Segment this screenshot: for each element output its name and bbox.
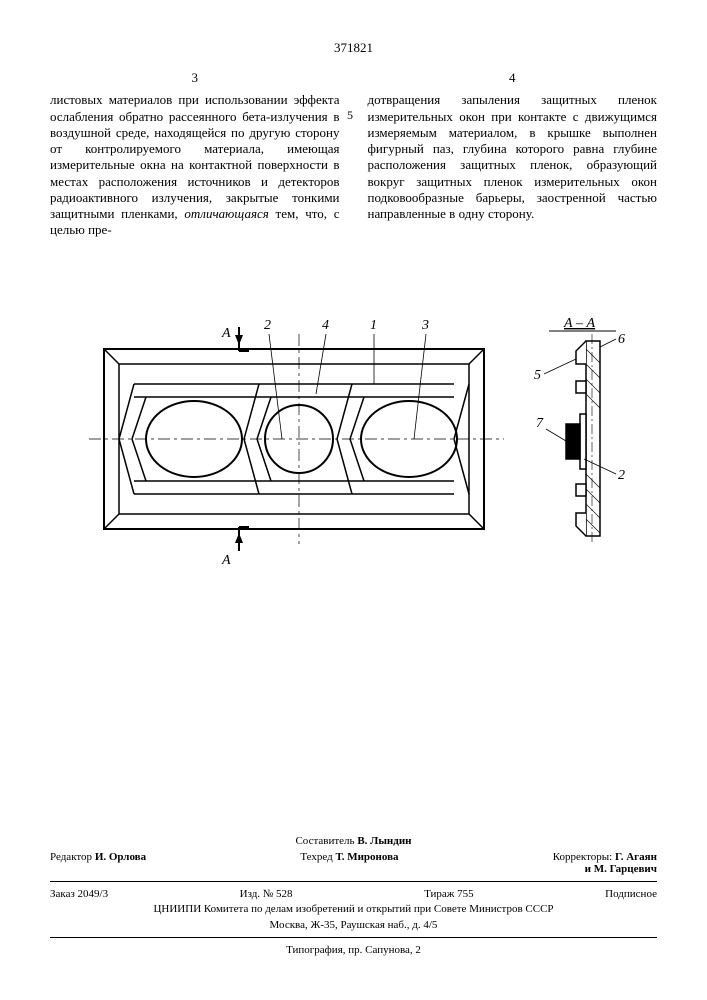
column-number-left: 3 [50, 70, 340, 86]
callout-7: 7 [536, 416, 544, 431]
margin-line-ref: 5 [347, 108, 353, 123]
section-label: А – А [563, 316, 596, 331]
callout-2: 2 [264, 318, 271, 333]
editor-label: Редактор [50, 851, 92, 863]
callout-6: 6 [618, 332, 625, 347]
section-view: А – А [534, 316, 625, 544]
callout-3: 3 [421, 318, 429, 333]
text-columns: 3 листовых материалов при использовании … [50, 70, 657, 239]
figure-svg: А А 2 4 1 3 [74, 289, 634, 569]
section-a-top: А [221, 326, 231, 341]
callout-1: 1 [370, 318, 377, 333]
credits-block: Составитель В. Лындин Редактор И. Орлова… [50, 835, 657, 960]
corr1: Г. Агаян [615, 851, 657, 863]
addr: Москва, Ж-35, Раушская наб., д. 4/5 [50, 919, 657, 931]
left-text-1: листовых материалов при использовании эф… [50, 92, 340, 221]
column-number-right: 4 [368, 70, 658, 86]
page: 371821 5 3 листовых материалов при испол… [0, 0, 707, 1000]
order-no: Заказ 2049/3 [50, 888, 108, 900]
compiler-label: Составитель [295, 835, 354, 847]
corr2: и М. Гарцевич [585, 863, 657, 875]
document-number: 371821 [50, 40, 657, 56]
callout-5: 5 [534, 368, 541, 383]
callout-4: 4 [322, 318, 329, 333]
editor-name: И. Орлова [95, 851, 146, 863]
corr-label: Корректоры: [553, 851, 612, 863]
column-right: 4 дотвращения запыления защитных пленок … [368, 70, 658, 239]
subscription: Подписное [605, 888, 657, 900]
izd-no: Изд. № 528 [240, 888, 293, 900]
left-text-ital: отличающаяся [184, 206, 268, 221]
compiler-name: В. Лындин [357, 835, 411, 847]
org: ЦНИИПИ Комитета по делам изобретений и о… [50, 903, 657, 915]
figure-area: А А 2 4 1 3 [50, 289, 657, 579]
right-text: дотвращения запыления защитных пленок из… [368, 92, 658, 221]
typo: Типография, пр. Сапунова, 2 [50, 944, 657, 956]
section-mark-top: А [221, 326, 249, 351]
tirage: Тираж 755 [424, 888, 474, 900]
section-a-bot: А [221, 553, 231, 568]
techred-label: Техред [300, 851, 332, 863]
techred-name: Т. Миронова [335, 851, 398, 863]
column-left: 3 листовых материалов при использовании … [50, 70, 340, 239]
section-mark-bottom: А [221, 527, 249, 568]
callout-2b: 2 [618, 468, 625, 483]
plan-view: А А 2 4 1 3 [89, 318, 504, 568]
